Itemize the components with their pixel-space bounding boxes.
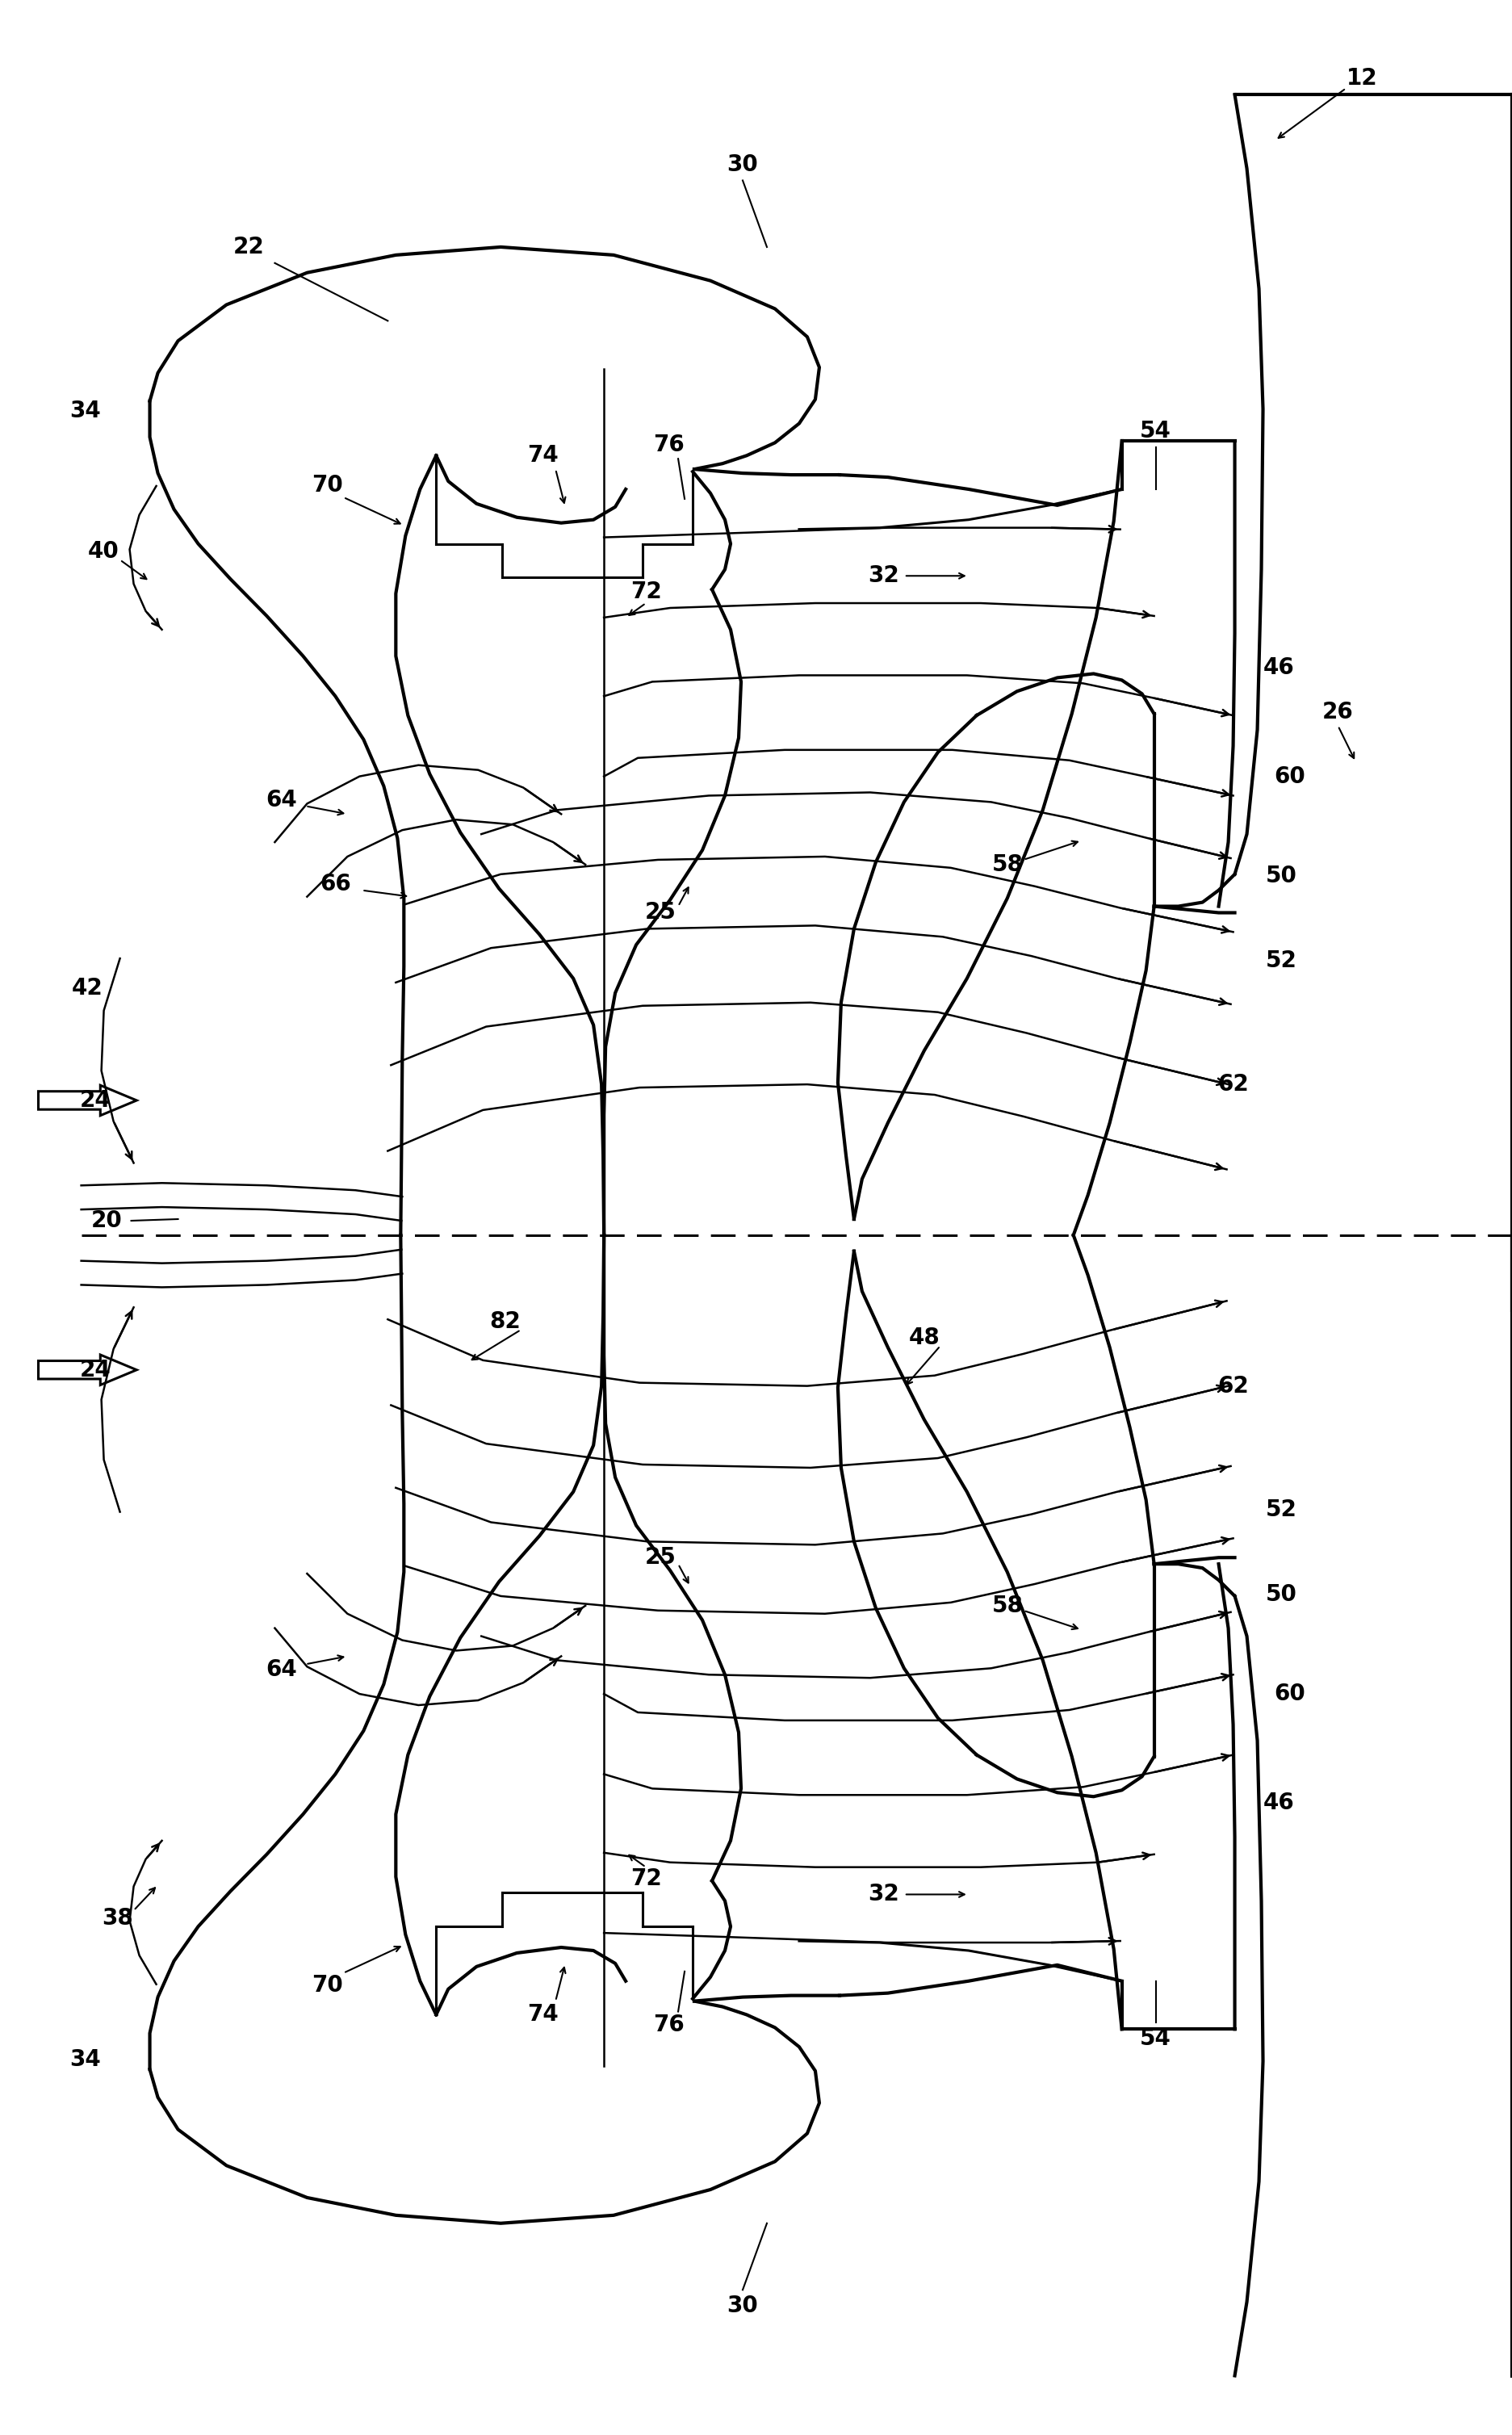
Text: 38: 38 [101,1907,133,1931]
Text: 64: 64 [266,789,296,811]
Text: 52: 52 [1266,950,1297,972]
Text: 46: 46 [1263,655,1294,679]
Text: 52: 52 [1266,1498,1297,1522]
Text: 72: 72 [631,580,661,604]
Text: 70: 70 [311,475,343,497]
Text: 30: 30 [727,2294,758,2318]
Text: 74: 74 [526,2004,558,2026]
Text: 34: 34 [70,2048,101,2070]
Text: 32: 32 [868,565,900,587]
Text: 46: 46 [1263,1792,1294,1814]
Text: 74: 74 [526,443,558,468]
Text: 24: 24 [80,1088,112,1113]
Text: 70: 70 [311,1975,343,1997]
Text: 82: 82 [488,1310,520,1332]
Text: 30: 30 [727,153,758,175]
Text: 50: 50 [1266,1583,1297,1605]
Text: 54: 54 [1140,421,1170,443]
Text: 32: 32 [868,1882,900,1907]
Text: 60: 60 [1273,765,1305,787]
Text: 54: 54 [1140,2028,1170,2050]
Text: 20: 20 [91,1210,122,1232]
Text: 72: 72 [631,1868,661,1890]
Text: 62: 62 [1217,1074,1247,1096]
Text: 25: 25 [644,901,676,923]
Text: 62: 62 [1217,1376,1247,1398]
Text: 22: 22 [233,236,265,258]
Text: 58: 58 [990,852,1022,877]
Text: 12: 12 [1346,68,1377,90]
Text: 76: 76 [653,433,683,455]
Text: 25: 25 [644,1546,676,1568]
Text: 34: 34 [70,399,101,421]
Text: 48: 48 [909,1327,939,1349]
Text: 64: 64 [266,1658,296,1680]
Text: 66: 66 [319,872,351,896]
Text: 42: 42 [73,976,103,998]
Text: 26: 26 [1321,701,1353,723]
Text: 40: 40 [88,541,119,562]
Text: 60: 60 [1273,1683,1305,1705]
Text: 24: 24 [80,1359,112,1381]
Text: 76: 76 [653,2014,683,2036]
Text: 50: 50 [1266,864,1297,886]
Text: 58: 58 [990,1595,1022,1617]
